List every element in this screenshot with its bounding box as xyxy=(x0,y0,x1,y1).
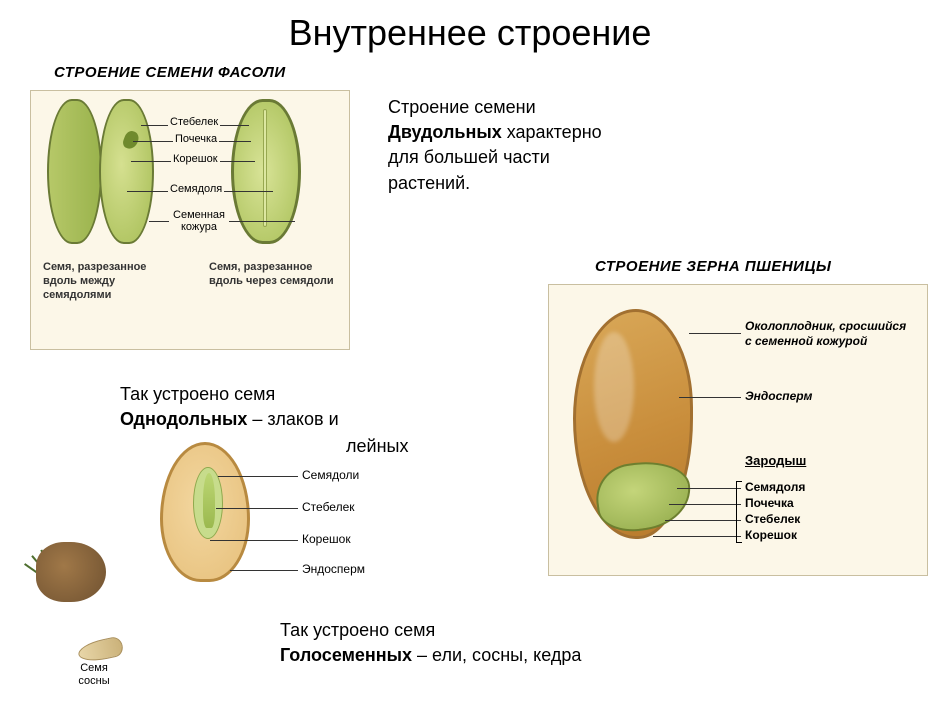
pine-label-koreshok: Корешок xyxy=(302,532,351,546)
pine-cone-icon xyxy=(36,542,106,602)
lead-line xyxy=(677,488,741,489)
page-title: Внутреннее строение xyxy=(0,0,940,54)
gymno-pre: Так устроено семя xyxy=(280,620,435,640)
lead-line xyxy=(216,508,298,509)
wheat-label-pochechka: Почечка xyxy=(745,496,794,510)
bean-section-title: СТРОЕНИЕ СЕМЕНИ ФАСОЛИ xyxy=(54,64,286,82)
monocot-description: Так устроено семя Однодольных – злаков и… xyxy=(120,382,460,432)
wheat-embryo-shape xyxy=(592,456,696,537)
monocot-pre: Так устроено семя xyxy=(120,384,275,404)
dicot-bold: Двудольных xyxy=(388,122,502,142)
bean-left-half-outer xyxy=(47,99,102,244)
lead-line xyxy=(653,536,741,537)
pine-winged-seed-icon xyxy=(76,636,124,665)
bean-label-stebelek: Стебелек xyxy=(168,116,220,128)
dicot-line3: для большей части xyxy=(388,147,550,167)
lead-line xyxy=(218,476,298,477)
bean-label-semyadolya: Семядоля xyxy=(168,183,224,195)
wheat-diagram-box: Околоплодник, сросшийся с семенной кожур… xyxy=(548,284,928,576)
lead-line xyxy=(665,520,741,521)
pine-seed-shape xyxy=(160,442,250,582)
dicot-line1: Строение семени xyxy=(388,97,536,117)
dicot-line4: растений. xyxy=(388,173,470,193)
bean-label-pochechka: Почечка xyxy=(173,133,219,145)
wheat-section-title: СТРОЕНИЕ ЗЕРНА ПШЕНИЦЫ xyxy=(595,258,831,276)
pine-diagram: Семядоли Стебелек Корешок Эндосперм xyxy=(160,442,440,612)
bean-left-half-inner xyxy=(99,99,154,244)
wheat-label-koreshok: Корешок xyxy=(745,528,797,542)
wheat-label-semyadolya: Семядоля xyxy=(745,480,805,494)
gymno-post: – ели, сосны, кедра xyxy=(412,645,581,665)
wheat-embryo-bracket xyxy=(736,481,742,543)
lead-line xyxy=(689,333,741,334)
pine-label-endosperm: Эндосперм xyxy=(302,562,365,576)
wheat-label-endosperm: Эндосперм xyxy=(745,389,812,403)
wheat-label-zarodysh: Зародыш xyxy=(745,453,806,468)
dicot-description: Строение семени Двудольных характерно дл… xyxy=(388,95,748,196)
dicot-line2: характерно xyxy=(502,122,602,142)
bean-diagram-box: Стебелек Почечка Корешок Семядоля Семенн… xyxy=(30,90,350,350)
pine-label-stebelek: Стебелек xyxy=(302,500,355,514)
bean-caption-left: Семя, разрезанное вдоль между семядолями xyxy=(43,261,183,302)
monocot-post: – злаков и xyxy=(247,409,338,429)
wheat-label-stebelek: Стебелек xyxy=(745,512,800,526)
wheat-highlight xyxy=(594,332,634,442)
lead-line xyxy=(669,504,741,505)
bean-label-kozhura: Семенная кожура xyxy=(169,209,229,233)
wheat-label-okoloplodnik: Околоплодник, сросшийся с семенной кожур… xyxy=(745,319,925,349)
gymno-bold: Голосеменных xyxy=(280,645,412,665)
gymno-description: Так устроено семя Голосеменных – ели, со… xyxy=(280,618,840,668)
pine-sprout-shape xyxy=(203,473,215,528)
bean-label-koreshok: Корешок xyxy=(171,153,220,165)
lead-line xyxy=(230,570,298,571)
pine-seed-caption: Семя сосны xyxy=(64,662,124,688)
bean-caption-right: Семя, разрезанное вдоль через семядоли xyxy=(209,261,349,289)
lead-line xyxy=(679,397,741,398)
pine-label-semyadoli: Семядоли xyxy=(302,468,359,482)
lead-line xyxy=(210,540,298,541)
bean-stem-line xyxy=(263,109,267,227)
monocot-bold: Однодольных xyxy=(120,409,247,429)
